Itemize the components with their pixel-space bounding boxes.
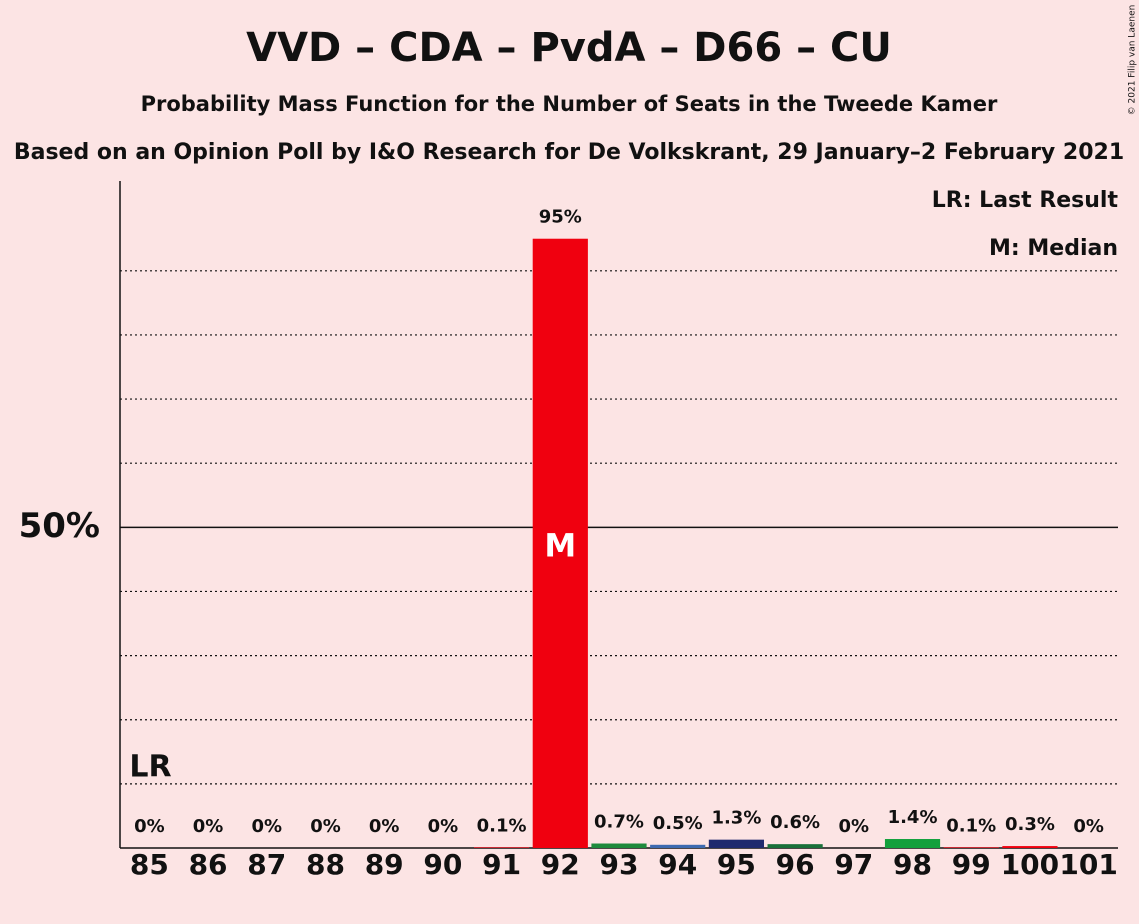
value-label: 0.3% — [1005, 814, 1055, 835]
value-label: 0.1% — [477, 815, 527, 836]
value-label: 0% — [428, 816, 459, 837]
legend-entry: LR: Last Result — [932, 188, 1119, 213]
x-tick-label: 89 — [365, 848, 404, 881]
x-tick-label: 92 — [541, 848, 580, 881]
x-tick-label: 95 — [717, 848, 756, 881]
chart-subtitle: Probability Mass Function for the Number… — [141, 92, 998, 116]
legend-entry: M: Median — [989, 236, 1118, 261]
x-tick-label: 85 — [130, 848, 169, 881]
value-label: 0% — [1073, 816, 1104, 837]
value-label: 0.1% — [946, 815, 996, 836]
median-marker: M — [544, 526, 576, 564]
x-tick-label: 86 — [189, 848, 228, 881]
value-label: 1.4% — [888, 807, 938, 828]
value-label: 1.3% — [711, 808, 761, 829]
x-tick-label: 100 — [1001, 848, 1059, 881]
x-tick-label: 96 — [776, 848, 815, 881]
x-tick-label: 97 — [834, 848, 873, 881]
bar — [650, 844, 706, 848]
value-label: 0% — [369, 816, 400, 837]
x-tick-label: 88 — [306, 848, 345, 881]
value-label: 0.6% — [770, 812, 820, 833]
bar — [767, 844, 823, 848]
bar — [591, 843, 647, 848]
value-label: 0% — [251, 816, 282, 837]
x-tick-label: 91 — [482, 848, 521, 881]
y-tick-label: 50% — [19, 506, 100, 546]
value-label: 0% — [193, 816, 224, 837]
value-label: 0.7% — [594, 812, 644, 833]
value-label: 0% — [839, 816, 870, 837]
value-label: 0% — [310, 816, 341, 837]
bar — [884, 839, 941, 848]
x-tick-label: 101 — [1059, 848, 1117, 881]
bar — [1002, 846, 1058, 848]
chart-title: VVD – CDA – PvdA – D66 – CU — [246, 25, 892, 71]
x-tick-label: 98 — [893, 848, 932, 881]
x-tick-label: 90 — [423, 848, 462, 881]
bar — [532, 238, 588, 848]
x-tick-label: 93 — [600, 848, 639, 881]
value-label: 95% — [539, 207, 582, 228]
x-tick-label: 94 — [658, 848, 697, 881]
value-label: 0.5% — [653, 813, 703, 834]
x-tick-label: 99 — [952, 848, 991, 881]
last-result-marker: LR — [129, 750, 171, 785]
bar — [708, 839, 765, 848]
chart-subtitle: Based on an Opinion Poll by I&O Research… — [14, 140, 1124, 165]
value-label: 0% — [134, 816, 165, 837]
copyright: © 2021 Filip van Laenen — [1128, 5, 1138, 116]
x-tick-label: 87 — [247, 848, 286, 881]
bar — [473, 847, 530, 848]
bar — [943, 847, 999, 848]
